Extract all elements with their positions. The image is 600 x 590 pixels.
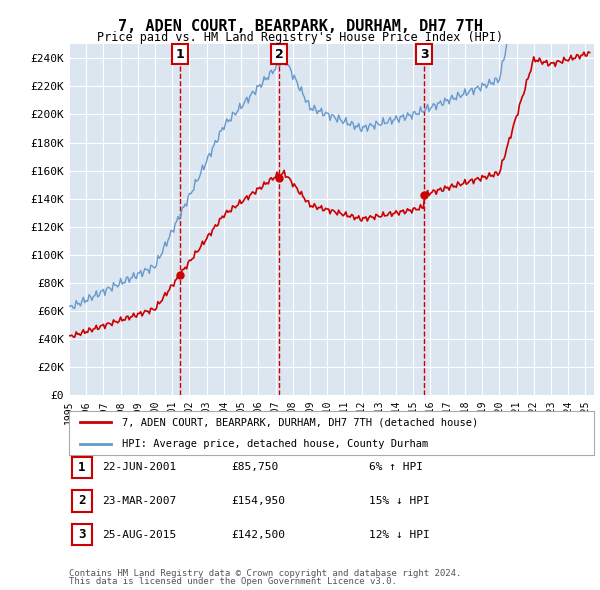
Text: 3: 3: [420, 48, 428, 61]
Text: 7, ADEN COURT, BEARPARK, DURHAM, DH7 7TH (detached house): 7, ADEN COURT, BEARPARK, DURHAM, DH7 7TH…: [121, 417, 478, 427]
Text: HPI: Average price, detached house, County Durham: HPI: Average price, detached house, Coun…: [121, 440, 428, 450]
Text: 1: 1: [176, 48, 185, 61]
Text: Price paid vs. HM Land Registry's House Price Index (HPI): Price paid vs. HM Land Registry's House …: [97, 31, 503, 44]
Text: £142,500: £142,500: [231, 530, 285, 539]
Text: 7, ADEN COURT, BEARPARK, DURHAM, DH7 7TH: 7, ADEN COURT, BEARPARK, DURHAM, DH7 7TH: [118, 19, 482, 34]
Text: £154,950: £154,950: [231, 496, 285, 506]
Text: 3: 3: [78, 528, 86, 541]
Text: Contains HM Land Registry data © Crown copyright and database right 2024.: Contains HM Land Registry data © Crown c…: [69, 569, 461, 578]
Text: 15% ↓ HPI: 15% ↓ HPI: [369, 496, 430, 506]
Text: 23-MAR-2007: 23-MAR-2007: [102, 496, 176, 506]
Text: 1: 1: [78, 461, 86, 474]
Text: 6% ↑ HPI: 6% ↑ HPI: [369, 463, 423, 472]
Text: 2: 2: [78, 494, 86, 507]
Text: £85,750: £85,750: [231, 463, 278, 472]
Text: 22-JUN-2001: 22-JUN-2001: [102, 463, 176, 472]
Text: This data is licensed under the Open Government Licence v3.0.: This data is licensed under the Open Gov…: [69, 578, 397, 586]
Text: 12% ↓ HPI: 12% ↓ HPI: [369, 530, 430, 539]
Text: 2: 2: [275, 48, 284, 61]
Text: 25-AUG-2015: 25-AUG-2015: [102, 530, 176, 539]
